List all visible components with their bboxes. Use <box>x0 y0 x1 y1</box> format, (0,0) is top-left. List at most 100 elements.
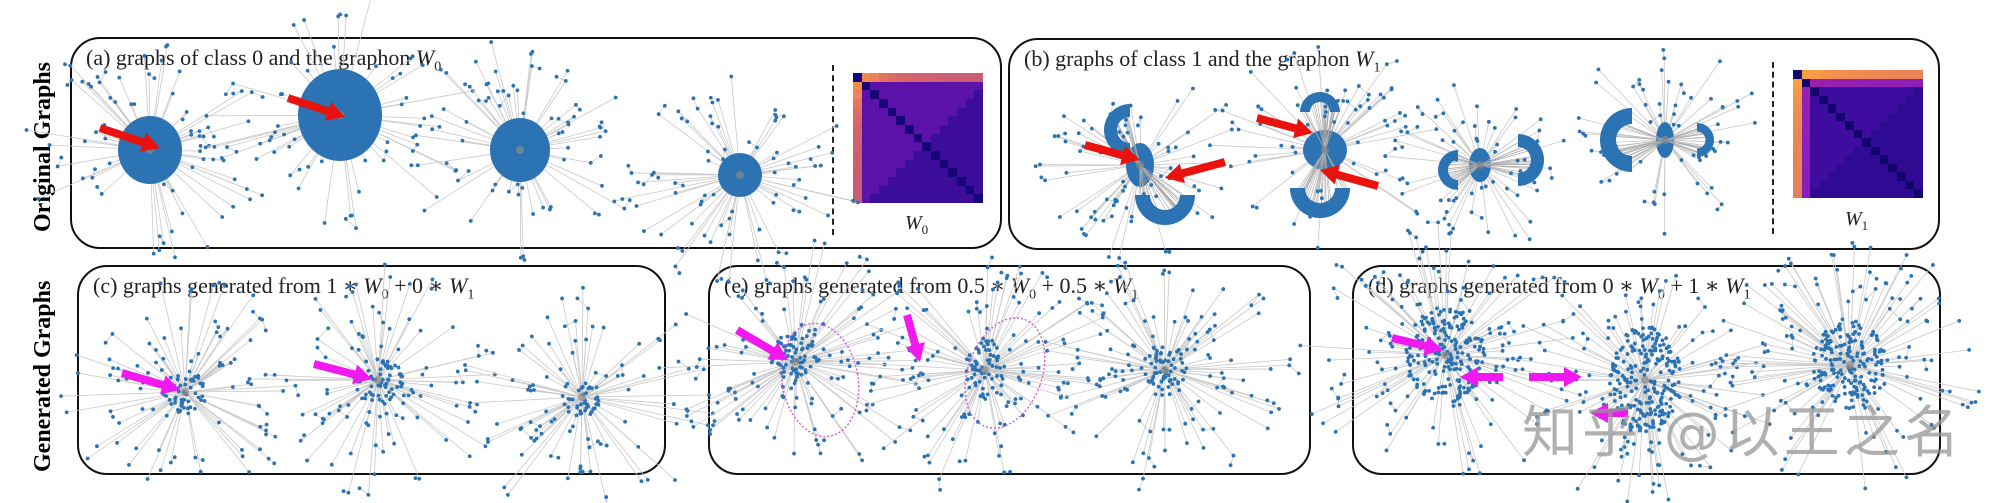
heatmap-cell <box>1905 121 1915 130</box>
heatmap-cell <box>1853 87 1863 96</box>
heatmap-cell <box>1853 146 1863 156</box>
graphon-w0-heatmap <box>853 73 983 203</box>
arrow-icon <box>734 326 788 360</box>
heatmap-cell <box>1853 180 1863 190</box>
heatmap-cell <box>1862 163 1871 173</box>
heatmap-cell <box>974 168 983 177</box>
network-graph-c-8 <box>59 280 301 481</box>
heatmap-cell <box>905 142 914 151</box>
heatmap-cell <box>957 90 966 99</box>
panel-d-title-subscript-1: 0 <box>1657 287 1665 303</box>
hub-node <box>1641 376 1649 384</box>
heatmap-cell <box>1897 172 1906 181</box>
heatmap-cell <box>1836 189 1845 198</box>
heatmap-cell <box>1827 87 1837 96</box>
network-graph-b-4 <box>1033 86 1234 270</box>
arrow-icon <box>120 369 180 395</box>
heatmap-cell <box>1819 146 1828 156</box>
heatmap-cell <box>879 107 888 117</box>
heatmap-cell <box>957 73 966 82</box>
heatmap-cell <box>896 116 905 125</box>
heatmap-cell <box>1853 70 1863 79</box>
heatmap-cell <box>853 194 862 203</box>
heatmap-cell <box>1879 95 1889 105</box>
heatmap-cell <box>1862 189 1871 198</box>
heatmap-cell <box>1819 78 1828 88</box>
heatmap-cell <box>1888 95 1897 105</box>
heatmap-cell <box>957 133 966 143</box>
heatmap-cell <box>1827 189 1837 198</box>
heatmap-cell <box>1801 104 1811 113</box>
heatmap-cell <box>1879 172 1889 181</box>
heatmap-cell <box>1810 121 1819 130</box>
heatmap-cell <box>1862 129 1871 139</box>
heatmap-cell <box>1793 129 1802 139</box>
heatmap-cell <box>1862 172 1871 181</box>
heatmap-cell <box>1845 163 1854 173</box>
heatmap-cell <box>1862 138 1871 147</box>
heatmap-cell <box>1888 155 1897 164</box>
heatmap-cell <box>922 90 931 99</box>
heatmap-cell <box>939 90 949 99</box>
heatmap-cell <box>1871 129 1880 139</box>
heatmap-cell <box>1897 112 1906 122</box>
heatmap-cell <box>1793 95 1802 105</box>
heatmap-cell <box>1897 180 1906 190</box>
heatmap-cell <box>939 107 949 117</box>
heatmap-cell <box>861 194 871 203</box>
heatmap-cell <box>853 142 862 151</box>
hub-node <box>1661 136 1669 144</box>
heatmap-cell <box>861 107 871 117</box>
heatmap-cell <box>1862 155 1871 164</box>
heatmap-cell <box>922 151 931 160</box>
heatmap-cell <box>896 99 905 108</box>
heatmap-cell <box>1879 104 1889 113</box>
arrow-icon <box>1460 367 1503 387</box>
heatmap-cell <box>1897 155 1906 164</box>
heatmap-cell <box>1914 155 1923 164</box>
heatmap-cell <box>1888 163 1897 173</box>
heatmap-cell <box>1836 180 1845 190</box>
heatmap-cell <box>939 81 949 91</box>
heatmap-cell <box>853 177 862 186</box>
heatmap-cell <box>1871 104 1880 113</box>
arrow-icon <box>1590 403 1628 423</box>
heatmap-cell <box>1836 129 1845 139</box>
heatmap-cell <box>1879 146 1889 156</box>
heatmap-cell <box>1879 70 1889 79</box>
heatmap-cell <box>1897 87 1906 96</box>
heatmap-cell <box>1862 78 1871 88</box>
heatmap-cell <box>974 81 983 91</box>
dense-lobe <box>1438 150 1481 190</box>
heatmap-cell <box>905 99 914 108</box>
heatmap-cell <box>1914 104 1923 113</box>
heatmap-cell <box>879 133 888 143</box>
panel-e-title: (e) graphs generated from 0.5 ∗ W0 + 0.5… <box>724 273 1138 303</box>
heatmap-cell <box>1897 146 1906 156</box>
heatmap-cell <box>870 90 879 99</box>
heatmap-cell <box>1810 189 1819 198</box>
heatmap-cell <box>1897 78 1906 88</box>
heatmap-cell <box>1914 129 1923 139</box>
heatmap-cell <box>1862 112 1871 122</box>
heatmap-cell <box>965 159 975 169</box>
heatmap-cell <box>1862 180 1871 190</box>
heatmap-cell <box>861 177 871 186</box>
heatmap-cell <box>939 99 949 108</box>
graphon-w0-label: W0 <box>905 212 928 238</box>
heatmap-cell <box>1879 189 1889 198</box>
heatmap-cell <box>939 177 949 186</box>
network-graph-d-14 <box>1298 220 1582 476</box>
network-graph-a-3 <box>612 74 860 286</box>
heatmap-cell <box>948 81 957 91</box>
heatmap-cell <box>1819 87 1828 96</box>
panel-e-title-mid: + 0.5 ∗ <box>1036 273 1113 298</box>
heatmap-cell <box>1810 129 1819 139</box>
heatmap-cell <box>1819 189 1828 198</box>
heatmap-cell <box>931 133 940 143</box>
heatmap-cell <box>1810 146 1819 156</box>
heatmap-cell <box>905 133 914 143</box>
heatmap-cell <box>1862 121 1871 130</box>
heatmap-cell <box>1836 70 1845 79</box>
hub-node <box>1161 366 1169 374</box>
